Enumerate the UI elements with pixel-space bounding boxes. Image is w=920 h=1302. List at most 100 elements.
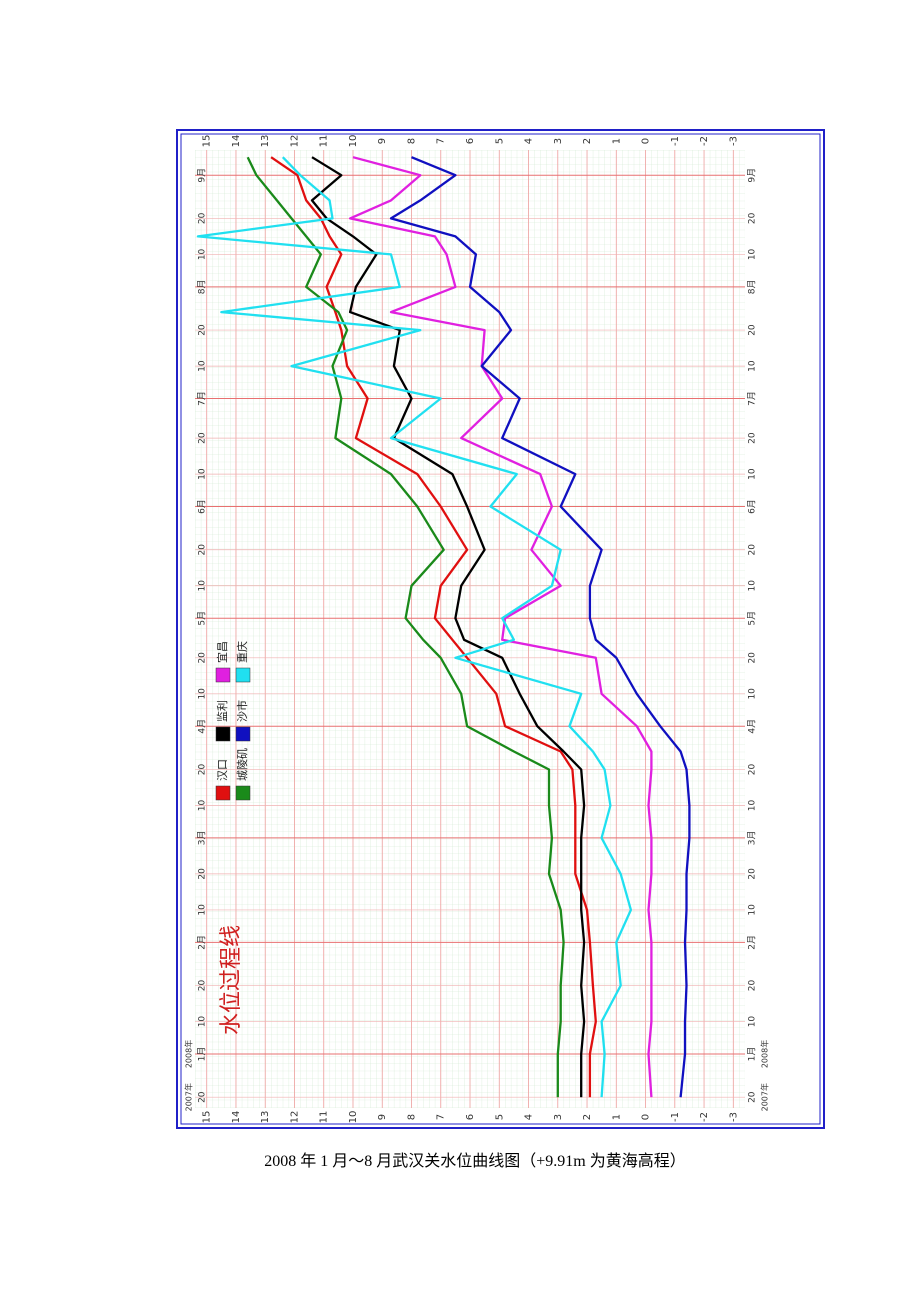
value-tick-label: 7 (436, 138, 447, 144)
value-tick-label: 10 (348, 1111, 359, 1124)
time-tick-label: 10 (748, 248, 758, 260)
time-tick-label: 20 (748, 544, 758, 556)
year-label: 2008年 (760, 1040, 770, 1068)
time-tick-label: 20 (748, 980, 758, 992)
value-tick-label: 11 (319, 135, 330, 148)
value-tick-label: 15 (202, 1111, 213, 1124)
value-tick-label: 11 (319, 1111, 330, 1124)
time-tick-label: 9月 (747, 168, 758, 183)
value-tick-label: 2 (582, 138, 593, 144)
series-line (270, 156, 597, 1098)
time-tick-label: 10 (748, 904, 758, 916)
value-tick-label: 7 (436, 1114, 447, 1120)
time-tick-label: 10 (198, 1016, 208, 1028)
legend-label: 重庆 (235, 641, 249, 663)
series-line (246, 156, 565, 1098)
value-tick-label: 9 (377, 1114, 388, 1120)
time-tick-label: 10 (748, 468, 758, 480)
value-tick-label: 6 (465, 138, 476, 144)
value-tick-label: 5 (494, 138, 505, 144)
value-tick-label: 2 (582, 1114, 593, 1120)
value-tick-label: 15 (202, 135, 213, 148)
time-tick-label: 4月 (747, 719, 758, 734)
value-tick-label: 1 (611, 1114, 622, 1120)
value-tick-label: -1 (670, 1112, 681, 1122)
legend-label: 宜昌 (215, 641, 229, 663)
value-tick-label: 0 (641, 138, 652, 144)
value-tick-label: 3 (553, 138, 564, 144)
time-tick-label: 20 (748, 868, 758, 880)
time-tick-label: 8月 (197, 279, 208, 294)
value-tick-label: 3 (553, 1114, 564, 1120)
value-tick-label: 6 (465, 1114, 476, 1120)
year-label: 2007年 (184, 1083, 194, 1111)
time-tick-label: 5月 (197, 611, 208, 626)
value-tick-label: 12 (289, 135, 300, 148)
time-tick-label: 10 (748, 799, 758, 811)
legend-swatch (235, 726, 251, 742)
time-tick-label: 6月 (747, 499, 758, 514)
time-tick-label: 4月 (197, 719, 208, 734)
year-label: 2007年 (760, 1083, 770, 1111)
value-tick-label: 0 (641, 1114, 652, 1120)
time-tick-label: 10 (198, 360, 208, 372)
value-tick-label: 14 (231, 135, 242, 148)
value-tick-label: 13 (260, 1111, 271, 1124)
series-line (348, 156, 653, 1098)
legend-label: 城陵矶 (236, 748, 249, 781)
time-tick-label: 3月 (747, 831, 758, 846)
time-tick-label: 20 (748, 763, 758, 775)
time-tick-label: 20 (198, 652, 208, 664)
value-tick-label: -2 (699, 136, 710, 146)
time-tick-label: 2月 (197, 935, 208, 950)
time-tick-label: 20 (198, 544, 208, 556)
time-tick-label: 20 (748, 652, 758, 664)
value-tick-label: 14 (231, 1111, 242, 1124)
time-tick-label: 10 (198, 904, 208, 916)
time-tick-label: 10 (748, 1016, 758, 1028)
time-tick-label: 20 (198, 212, 208, 224)
value-tick-label: 8 (406, 1114, 417, 1120)
time-tick-label: 20 (748, 1091, 758, 1103)
time-tick-label: 10 (748, 688, 758, 700)
legend-swatch (215, 667, 231, 683)
time-tick-label: 20 (748, 324, 758, 336)
time-tick-label: 20 (198, 763, 208, 775)
time-tick-label: 10 (198, 688, 208, 700)
time-tick-label: 6月 (197, 499, 208, 514)
value-tick-label: 10 (348, 135, 359, 148)
grid (195, 150, 745, 1108)
series-line (196, 156, 633, 1098)
legend-label: 汉口 (216, 759, 229, 781)
value-tick-label: -1 (670, 136, 681, 146)
time-tick-label: 1月 (747, 1047, 758, 1062)
time-tick-label: 10 (198, 799, 208, 811)
time-tick-label: 3月 (197, 831, 208, 846)
time-tick-label: 10 (198, 468, 208, 480)
time-tick-label: 5月 (747, 611, 758, 626)
value-tick-label: 1 (611, 138, 622, 144)
time-tick-label: 20 (748, 212, 758, 224)
labels: 1515141413131212111110109988776655443322… (184, 135, 770, 1124)
value-tick-label: 12 (289, 1111, 300, 1124)
value-tick-label: 4 (524, 138, 535, 144)
time-tick-label: 10 (748, 580, 758, 592)
value-tick-label: -3 (728, 136, 739, 146)
time-tick-label: 10 (198, 248, 208, 260)
series-line (310, 156, 586, 1098)
time-tick-label: 10 (198, 580, 208, 592)
time-tick-label: 20 (198, 868, 208, 880)
caption: 2008 年 1 月～8 月武汉关水位曲线图（+9.91m 为黄海高程） (264, 1152, 685, 1170)
legend-swatch (215, 726, 231, 742)
frame-inner (180, 133, 821, 1125)
time-tick-label: 8月 (747, 279, 758, 294)
time-tick-label: 20 (198, 980, 208, 992)
value-tick-label: -3 (728, 1112, 739, 1122)
value-tick-label: 8 (406, 138, 417, 144)
time-tick-label: 2月 (747, 935, 758, 950)
legend-swatch (235, 785, 251, 801)
series-line (389, 156, 691, 1098)
time-tick-label: 20 (198, 432, 208, 444)
value-tick-label: 9 (377, 138, 388, 144)
time-tick-label: 9月 (197, 168, 208, 183)
